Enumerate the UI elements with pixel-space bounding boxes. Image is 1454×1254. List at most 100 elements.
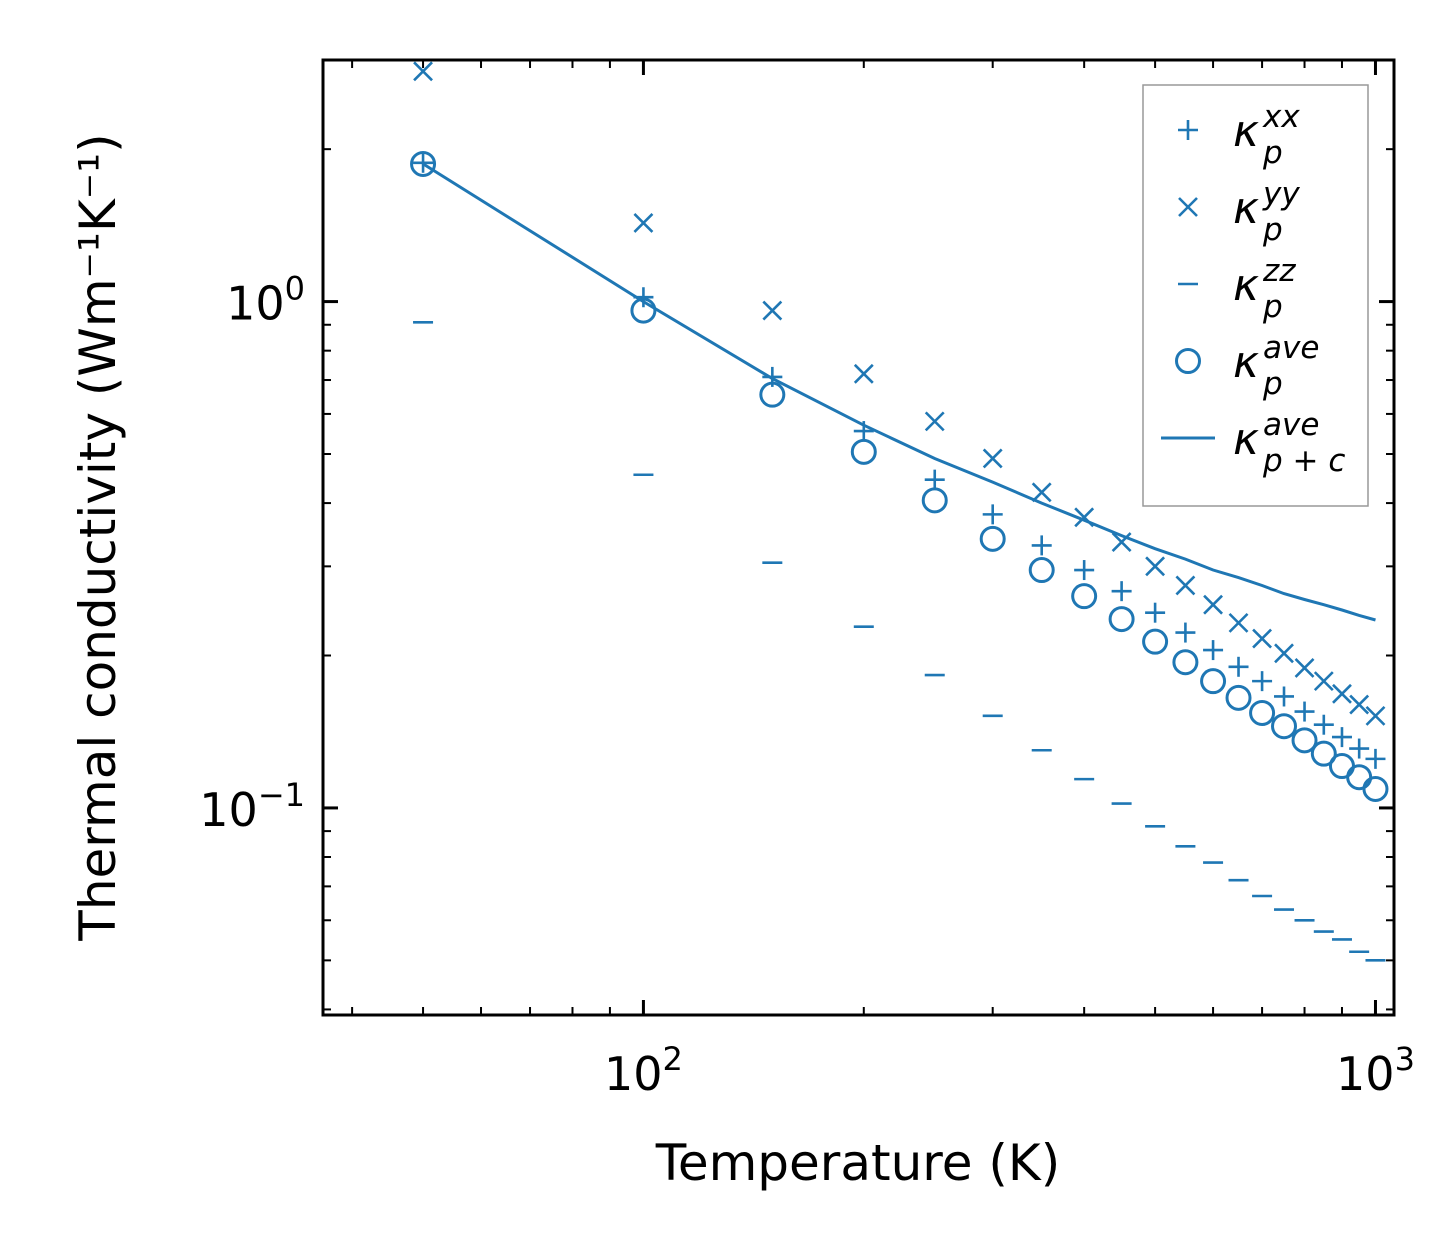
legend-sup: zz bbox=[1262, 253, 1296, 289]
data-point bbox=[1274, 686, 1295, 707]
data-point bbox=[1145, 602, 1166, 623]
data-point bbox=[1225, 684, 1252, 711]
y-axis-label: Thermal conductivity (Wm⁻¹K⁻¹) bbox=[69, 133, 127, 941]
data-point bbox=[853, 363, 874, 384]
data-point bbox=[1274, 643, 1294, 664]
data-point bbox=[1291, 727, 1318, 754]
cross-stroke bbox=[1365, 705, 1386, 726]
data-point bbox=[979, 525, 1006, 552]
data-point bbox=[413, 61, 433, 82]
legend-sub: p bbox=[1262, 289, 1283, 325]
data-point bbox=[1111, 532, 1132, 553]
data-point bbox=[1271, 713, 1298, 740]
cross-stroke bbox=[1111, 532, 1132, 553]
series-x bbox=[413, 61, 1386, 726]
data-point bbox=[630, 297, 657, 324]
data-point bbox=[1108, 606, 1135, 633]
cross-stroke bbox=[413, 61, 433, 82]
legend-label: κ bbox=[1233, 106, 1259, 157]
data-point bbox=[982, 448, 1003, 469]
plot-frame bbox=[321, 58, 1396, 1017]
data-point bbox=[921, 487, 948, 514]
data-point bbox=[1228, 656, 1249, 677]
data-point bbox=[1028, 557, 1055, 584]
data-point bbox=[1313, 714, 1334, 735]
x-axis-label: Temperature (K) bbox=[655, 1134, 1060, 1192]
legend-sup: ave bbox=[1263, 330, 1319, 366]
cross-stroke bbox=[1313, 671, 1334, 692]
legend-label: κ bbox=[1233, 260, 1259, 311]
legend-sup: ave bbox=[1263, 407, 1319, 443]
data-point bbox=[1111, 581, 1132, 602]
data-point bbox=[1362, 775, 1389, 802]
cross-stroke bbox=[1031, 482, 1052, 503]
cross-stroke bbox=[1294, 658, 1315, 678]
data-point bbox=[1145, 556, 1166, 577]
data-point bbox=[1200, 668, 1227, 695]
cross-stroke bbox=[1332, 683, 1352, 704]
data-point bbox=[1310, 740, 1337, 767]
data-point bbox=[1074, 560, 1095, 581]
series-line bbox=[422, 162, 1376, 622]
data-point bbox=[1203, 594, 1223, 615]
tick-labels: 102 103 10−1 100 bbox=[199, 270, 1415, 1101]
series-line bbox=[422, 162, 1376, 622]
cross-stroke bbox=[1145, 556, 1166, 577]
cross-stroke bbox=[1178, 197, 1198, 217]
data-point bbox=[850, 438, 877, 465]
data-point bbox=[1175, 622, 1196, 643]
data-point bbox=[1142, 628, 1169, 655]
legend-sub: p + c bbox=[1262, 443, 1345, 479]
data-point bbox=[1365, 748, 1386, 769]
data-point bbox=[1349, 694, 1370, 715]
data-point bbox=[413, 152, 434, 173]
cross-stroke bbox=[1274, 643, 1294, 664]
cross-stroke bbox=[633, 213, 654, 233]
data-point bbox=[1365, 705, 1386, 726]
series-circle bbox=[410, 150, 1389, 802]
legend-sup: xx bbox=[1262, 99, 1300, 135]
data-series bbox=[410, 61, 1389, 962]
cross-stroke bbox=[1228, 612, 1249, 633]
cross-stroke bbox=[982, 448, 1003, 469]
data-point bbox=[1172, 649, 1199, 676]
cross-stroke bbox=[1252, 628, 1272, 649]
data-point bbox=[924, 411, 945, 432]
data-point bbox=[633, 213, 654, 233]
data-point bbox=[1313, 671, 1334, 692]
legend-marker bbox=[1178, 197, 1198, 217]
data-point bbox=[1328, 753, 1355, 780]
data-point bbox=[1249, 699, 1276, 726]
data-point bbox=[924, 469, 945, 490]
data-point bbox=[1331, 727, 1352, 748]
data-point bbox=[1332, 683, 1352, 704]
legend-label: κ bbox=[1233, 183, 1259, 234]
x-tick-label: 103 bbox=[1336, 1040, 1415, 1101]
series-hline bbox=[413, 321, 1386, 962]
legend-sub: p bbox=[1262, 212, 1283, 248]
data-point bbox=[1252, 628, 1272, 649]
cross-stroke bbox=[924, 411, 945, 432]
cross-stroke bbox=[1203, 594, 1223, 615]
y-tick-label: 10−1 bbox=[199, 776, 305, 837]
legend-label: κ bbox=[1233, 414, 1259, 465]
cross-stroke bbox=[1074, 507, 1095, 528]
legend-sup: yy bbox=[1262, 176, 1300, 212]
data-point bbox=[1346, 764, 1373, 791]
data-point bbox=[1349, 738, 1370, 759]
data-point bbox=[410, 150, 437, 177]
legend-marker bbox=[1175, 348, 1201, 374]
y-tick-label: 100 bbox=[226, 270, 305, 331]
legend-sub: p bbox=[1262, 135, 1283, 171]
legend-box bbox=[1142, 84, 1369, 507]
major-ticks bbox=[323, 60, 1394, 1015]
data-point bbox=[1294, 701, 1315, 722]
data-point bbox=[1175, 575, 1196, 596]
cross-stroke bbox=[762, 300, 783, 321]
data-point bbox=[1203, 640, 1224, 661]
data-point bbox=[1252, 671, 1273, 692]
data-point bbox=[762, 300, 783, 321]
cross-stroke bbox=[1175, 575, 1196, 596]
